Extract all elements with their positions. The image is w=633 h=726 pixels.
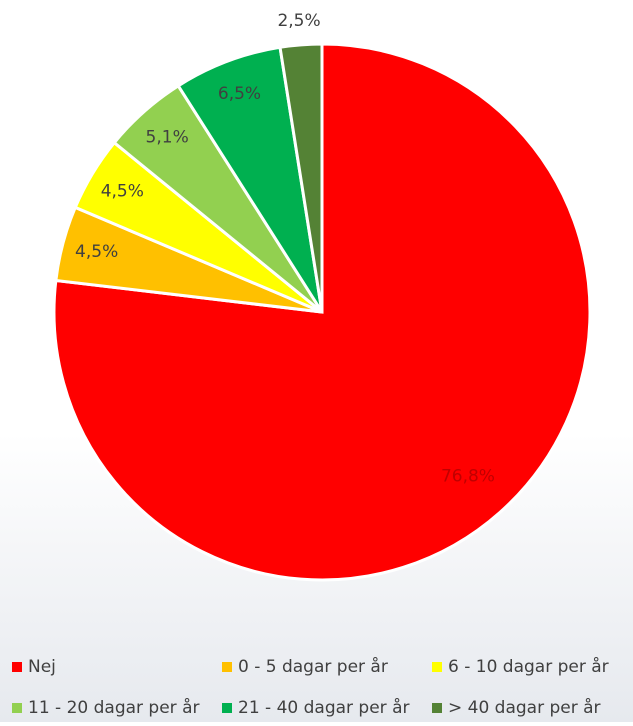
- data-label: 6,5%: [218, 84, 261, 104]
- pie-slice: [278, 42, 324, 313]
- legend-swatch: [12, 703, 22, 713]
- pie-slice: [176, 45, 324, 313]
- data-label: 4,5%: [101, 182, 144, 202]
- legend-swatch: [432, 703, 442, 713]
- legend-label: > 40 dagar per år: [448, 697, 601, 718]
- data-label: 4,5%: [75, 242, 118, 262]
- data-label: 76,8%: [441, 466, 495, 486]
- legend-label: 6 - 10 dagar per år: [448, 656, 609, 677]
- legend-label: 11 - 20 dagar per år: [28, 697, 199, 718]
- legend-swatch: [222, 703, 232, 713]
- data-label: 5,1%: [146, 128, 189, 148]
- legend-swatch: [432, 662, 442, 672]
- legend-swatch: [222, 662, 232, 672]
- legend-label: Nej: [28, 657, 56, 677]
- legend-swatch: [12, 662, 22, 672]
- legend-label: 0 - 5 dagar per år: [238, 656, 388, 677]
- data-label: 2,5%: [277, 11, 320, 31]
- legend-label: 21 - 40 dagar per år: [238, 697, 409, 718]
